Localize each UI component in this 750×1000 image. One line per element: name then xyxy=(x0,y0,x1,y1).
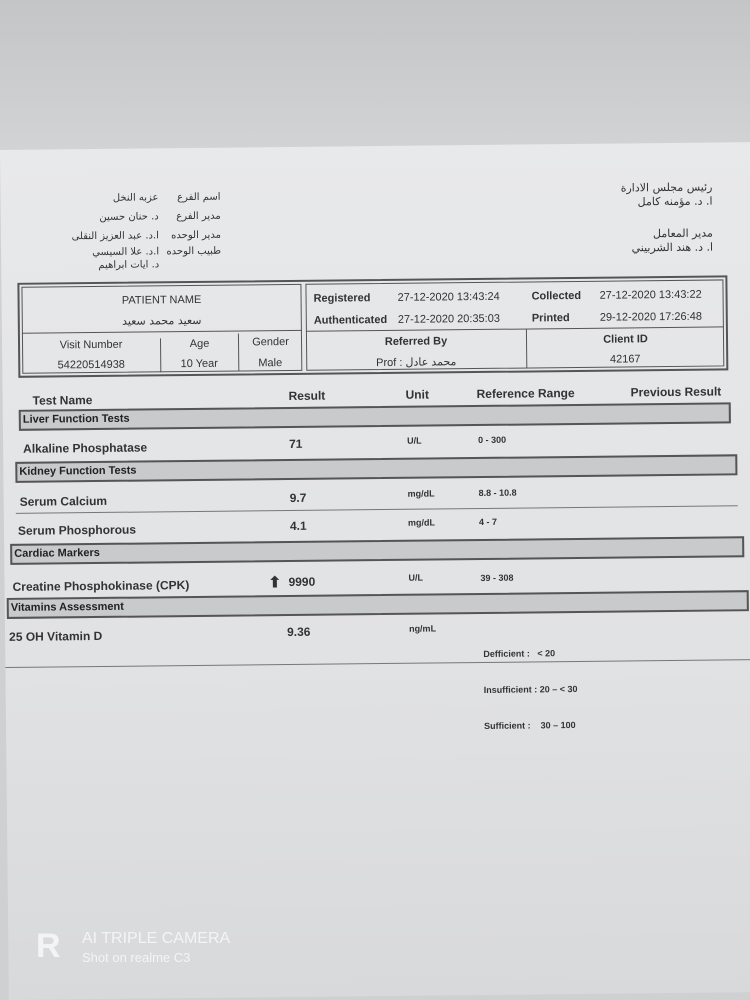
section-kidney-function-tests: Kidney Function Tests xyxy=(15,454,738,483)
gender: Male xyxy=(258,357,283,370)
test-name: Alkaline Phosphatase xyxy=(23,440,148,456)
board-chair-name: ا. د. مؤمنه كامل xyxy=(637,194,713,209)
test-range: 39 - 308 xyxy=(480,572,514,583)
unit-doctor-value: ا.د. علا السيسي xyxy=(92,246,160,259)
column-test-name: Test Name xyxy=(32,393,93,408)
registered-date: 27-12-2020 13:43:24 xyxy=(397,290,500,304)
test-result: 9990 xyxy=(288,574,316,590)
registered-label: Registered xyxy=(313,292,371,305)
header-right: رئيس مجلس الادارة ا. د. مؤمنه كامل مدير … xyxy=(621,181,714,256)
section-liver-function-tests: Liver Function Tests xyxy=(18,402,731,431)
column-result: Result xyxy=(288,388,326,403)
unit-doctor-value-2: د. ايات ابراهيم xyxy=(98,259,160,271)
column-reference-range: Reference Range xyxy=(476,385,575,402)
lab-director-name: ا. د. هند الشربيني xyxy=(631,240,714,255)
test-unit: mg/dL xyxy=(407,488,435,499)
watermark-line2: Shot on realme C3 xyxy=(82,950,191,965)
test-unit: mg/dL xyxy=(407,517,435,528)
test-range-vitamin-d: Defficient : < 20 Insufficient : 20 – < … xyxy=(483,623,578,756)
printed-date: 29-12-2020 17:26:48 xyxy=(599,310,703,324)
row-divider xyxy=(5,659,750,668)
test-unit: U/L xyxy=(407,435,422,446)
branch-label: اسم الفرع xyxy=(177,191,221,204)
realme-logo: R xyxy=(36,927,61,965)
test-range: 0 - 300 xyxy=(478,434,507,446)
board-chair-title: رئيس مجلس الادارة xyxy=(620,180,713,195)
unit-manager-label: مدير الوحده xyxy=(171,229,221,242)
test-result: 9.7 xyxy=(289,490,307,505)
high-flag-arrow-up-icon: ⬆ xyxy=(268,574,282,592)
unit-doctor-label: طبيب الوحده xyxy=(166,245,222,258)
range-insufficient: Insufficient : 20 – < 30 xyxy=(483,683,578,695)
test-name: Creatine Phosphokinase (CPK) xyxy=(12,578,190,594)
test-range: 4 - 7 xyxy=(478,516,497,528)
test-unit: U/L xyxy=(408,572,424,583)
watermark-line1: AI TRIPLE CAMERA xyxy=(82,930,231,947)
authenticated-label: Authenticated xyxy=(313,313,388,327)
section-vitamins-assessment: Vitamins Assessment xyxy=(6,590,749,619)
test-name: Serum Phosphorous xyxy=(17,522,137,538)
collected-date: 27-12-2020 13:43:22 xyxy=(599,288,702,302)
branch-value: عزبه النخل xyxy=(112,192,159,204)
printed-label: Printed xyxy=(531,312,570,325)
visit-number: 54220514938 xyxy=(57,358,125,372)
test-result: 4.1 xyxy=(289,518,307,533)
column-previous-result: Previous Result xyxy=(630,384,722,400)
range-sufficient: Sufficient : 30 – 100 xyxy=(484,720,576,731)
visit-number-label: Visit Number xyxy=(59,338,123,352)
client-id: 42167 xyxy=(609,353,641,366)
lab-report-paper: رئيس مجلس الادارة ا. د. مؤمنه كامل مدير … xyxy=(0,142,750,1000)
section-cardiac-markers: Cardiac Markers xyxy=(10,536,745,565)
column-unit: Unit xyxy=(405,387,429,402)
referred-by: Prof : محمد عادل xyxy=(376,356,457,370)
test-range: 8.8 - 10.8 xyxy=(478,487,517,499)
range-deficient: Defficient : < 20 xyxy=(483,648,556,659)
lab-director-title: مدير المعامل xyxy=(652,226,713,241)
branch-manager-label: مدير الفرع xyxy=(176,210,221,223)
test-result: 71 xyxy=(289,436,303,451)
collected-label: Collected xyxy=(531,289,582,303)
test-name: 25 OH Vitamin D xyxy=(9,628,103,644)
branch-manager-value: د. حنان حسين xyxy=(99,211,159,223)
authenticated-date: 27-12-2020 20:35:03 xyxy=(397,312,501,326)
plastic-background xyxy=(0,0,750,160)
age: 10 Year xyxy=(180,357,218,371)
test-unit: ng/mL xyxy=(408,623,437,634)
test-name: Serum Calcium xyxy=(19,493,108,509)
row-divider xyxy=(15,505,738,514)
test-result: 9.36 xyxy=(286,624,311,640)
header-left: اسم الفرع عزبه النخل مدير الفرع د. حنان حس… xyxy=(60,188,221,273)
unit-manager-value: ا.د. عبد العزيز النقلى xyxy=(71,230,159,243)
referred-by-label: Referred By xyxy=(384,335,448,348)
